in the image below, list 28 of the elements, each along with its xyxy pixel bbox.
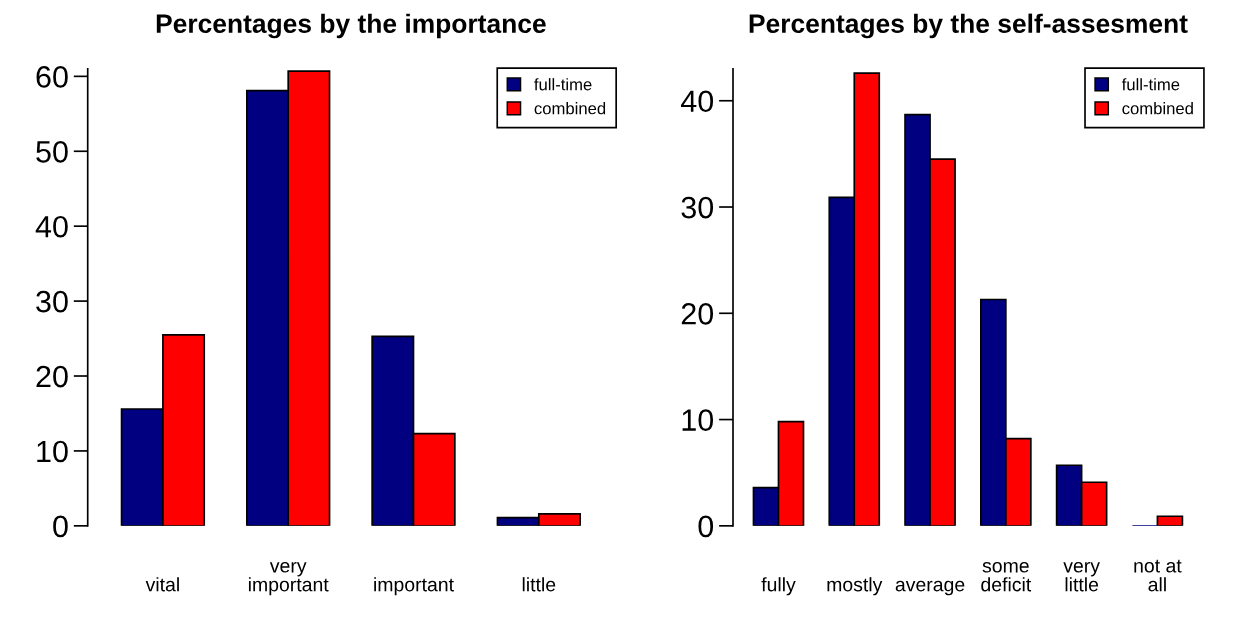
x-tick-label: average [895, 580, 965, 596]
y-tick-label: 0 [698, 515, 714, 538]
x-tick-label: very important [248, 561, 329, 596]
chart-title: Percentages by the self-assesment [749, 13, 1188, 39]
x-tick-label: important [374, 577, 454, 596]
x-tick-label: very little [1063, 561, 1100, 592]
x-tick-label: mostly [827, 577, 883, 596]
x-tick-label: little [522, 577, 556, 592]
x-tick-label: vital [145, 577, 179, 592]
y-tick-label: 20 [36, 365, 68, 388]
chart-title: Percentages by the importance [156, 13, 546, 39]
y-tick-label: 30 [36, 290, 68, 313]
y-tick-label: 40 [680, 90, 714, 113]
y-tick-label: 10 [682, 409, 714, 431]
y-tick-label: 10 [37, 440, 68, 463]
y-tick-label: 30 [681, 196, 714, 219]
x-tick-label: not at all [1134, 559, 1182, 592]
y-tick-label: 40 [35, 215, 68, 238]
legend-label: combined [1122, 102, 1193, 115]
legend-label: full-time [1121, 78, 1180, 91]
x-tick-label: some deficit [981, 561, 1032, 592]
x-tick-label: fully [761, 577, 796, 596]
y-tick-label: 60 [36, 66, 68, 88]
y-tick-label: 0 [53, 515, 68, 538]
legend-label: combined [534, 102, 606, 115]
y-tick-label: 50 [36, 141, 68, 163]
legend-label: full-time [534, 78, 592, 91]
y-tick-label: 20 [681, 303, 714, 325]
